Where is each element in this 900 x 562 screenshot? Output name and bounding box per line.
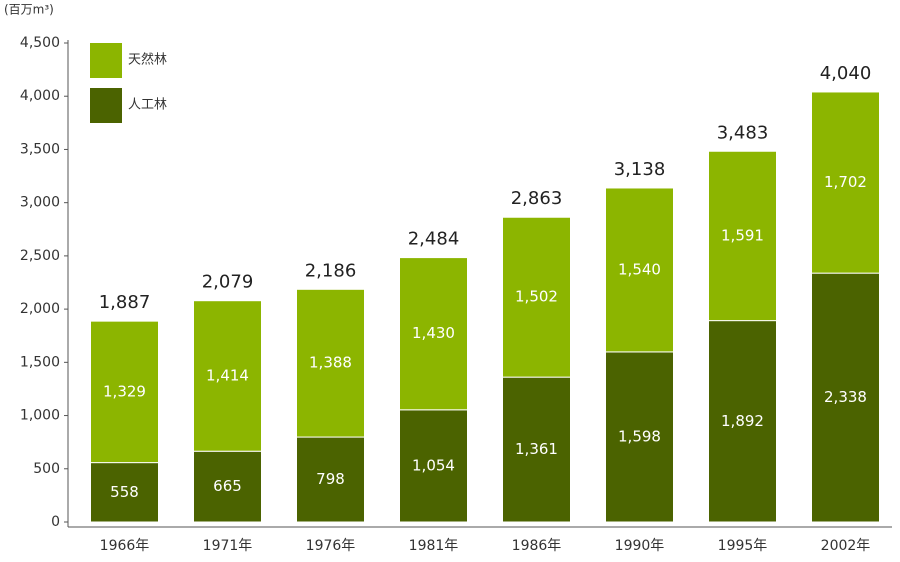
bar-segment xyxy=(605,187,674,353)
unit-label: (百万m³) xyxy=(4,3,54,17)
bar-segment xyxy=(399,257,468,411)
value-label: 1,054 xyxy=(412,456,455,474)
value-label: 665 xyxy=(213,477,242,495)
bar-segment xyxy=(90,462,159,523)
legend-swatch xyxy=(90,43,122,78)
x-tick-label: 1976年 xyxy=(306,538,356,554)
bar-segment xyxy=(296,288,365,438)
x-tick-label: 1981年 xyxy=(409,538,459,554)
value-label: 2,338 xyxy=(824,388,867,406)
bar-segment xyxy=(296,436,365,523)
bar-segment xyxy=(811,91,880,274)
y-tick-label: 500 xyxy=(33,461,60,477)
bar-segment xyxy=(90,320,159,464)
value-label: 1,430 xyxy=(412,324,455,342)
bar-segment xyxy=(399,409,468,523)
x-tick-label: 1990年 xyxy=(615,538,665,554)
total-label: 3,138 xyxy=(614,159,666,180)
value-label: 1,414 xyxy=(206,366,249,384)
total-label: 4,040 xyxy=(820,63,872,84)
bar-segment xyxy=(605,351,674,523)
value-label: 798 xyxy=(316,470,345,488)
total-label: 2,863 xyxy=(511,188,563,209)
total-label: 2,079 xyxy=(202,272,254,293)
value-label: 1,388 xyxy=(309,354,352,372)
value-label: 1,329 xyxy=(103,382,146,400)
value-label: 1,361 xyxy=(515,440,558,458)
total-label: 1,887 xyxy=(99,292,151,313)
legend-label: 天然林 xyxy=(128,52,167,68)
y-tick-label: 2,500 xyxy=(20,248,60,264)
total-label: 2,186 xyxy=(305,260,357,281)
bar-segment xyxy=(502,216,571,378)
y-tick-label: 3,500 xyxy=(20,141,60,157)
x-tick-label: 1986年 xyxy=(512,538,562,554)
bar-segment xyxy=(708,150,777,322)
x-tick-label: 1966年 xyxy=(100,538,150,554)
bar-segment xyxy=(708,320,777,523)
total-label: 3,483 xyxy=(717,122,769,143)
x-tick-label: 1995年 xyxy=(718,538,768,554)
value-label: 1,702 xyxy=(824,173,867,191)
y-tick-label: 0 xyxy=(51,514,60,530)
value-label: 1,892 xyxy=(721,412,764,430)
value-label: 1,591 xyxy=(721,226,764,244)
y-tick-label: 4,000 xyxy=(20,88,60,104)
y-tick-label: 3,000 xyxy=(20,195,60,211)
value-label: 1,598 xyxy=(618,427,661,445)
y-tick-label: 2,000 xyxy=(20,301,60,317)
y-tick-label: 1,000 xyxy=(20,408,60,424)
legend-label: 人工林 xyxy=(128,98,167,113)
value-label: 1,502 xyxy=(515,288,558,306)
value-label: 1,540 xyxy=(618,260,661,278)
x-tick-label: 2002年 xyxy=(821,538,871,554)
total-label: 2,484 xyxy=(408,229,460,250)
bar-segment xyxy=(811,272,880,523)
value-label: 558 xyxy=(110,483,139,501)
x-tick-label: 1971年 xyxy=(203,538,253,554)
y-tick-label: 4,500 xyxy=(20,35,60,51)
bar-segment xyxy=(193,300,262,452)
legend-swatch xyxy=(90,88,122,123)
y-tick-label: 1,500 xyxy=(20,354,60,370)
